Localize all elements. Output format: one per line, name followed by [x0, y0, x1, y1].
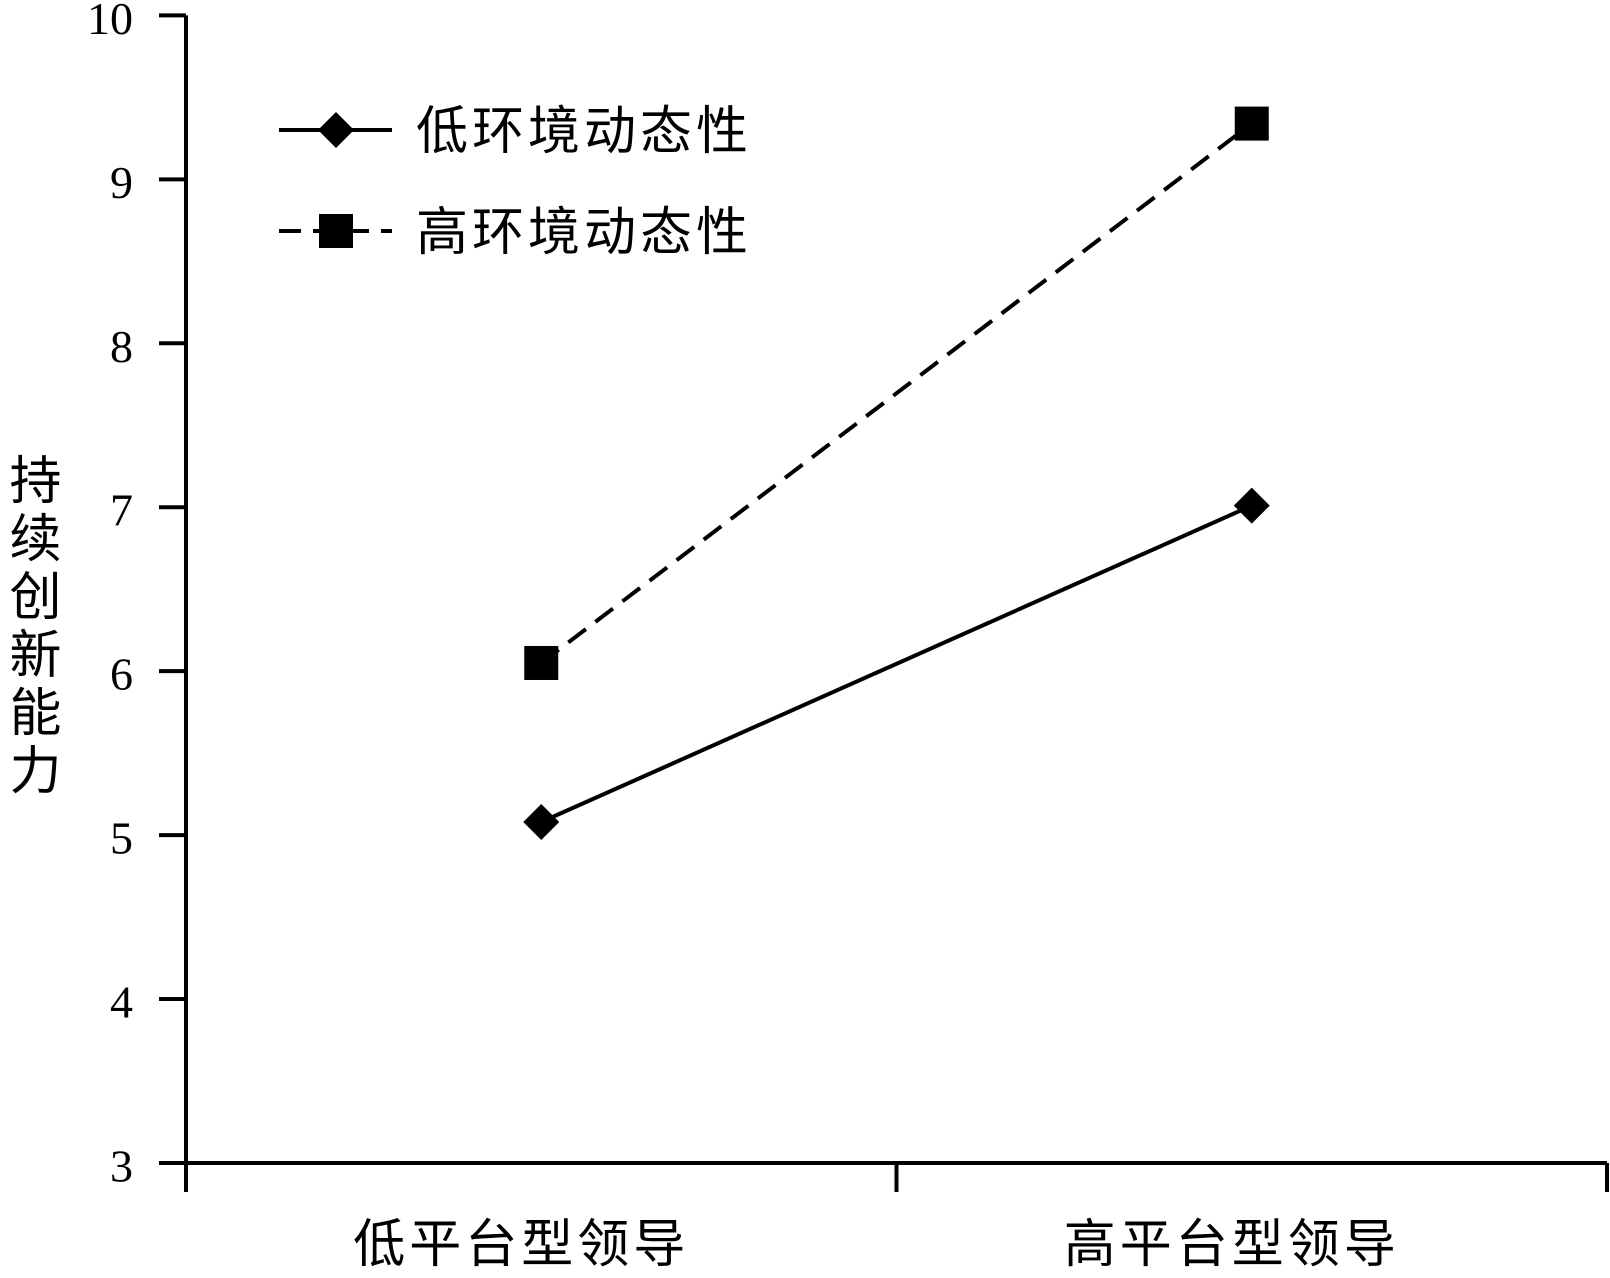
legend-marker-diamond [318, 112, 354, 148]
y-tick-label: 10 [87, 0, 133, 44]
series-line [540, 503, 1253, 824]
y-axis-label: 持续创新能力 [0, 453, 60, 801]
y-tick-label: 4 [110, 977, 133, 1028]
series-layer [523, 106, 1270, 840]
data-point-diamond [1233, 487, 1270, 524]
legend-entry: 高环境动态性 [279, 203, 752, 263]
data-point-square [524, 645, 559, 680]
y-tick-label: 8 [110, 321, 133, 372]
data-point-diamond [523, 803, 560, 840]
y-tick-label: 6 [110, 649, 133, 700]
legend-marker-square [319, 214, 353, 248]
axes: 3 4 5 6 7 8 9 10 低平台型领导 高平台型领导 [87, 0, 1609, 1275]
x-tick-label: 低平台型领导 [353, 1215, 689, 1275]
series-1 [523, 487, 1270, 840]
x-tick-label: 高平台型领导 [1064, 1215, 1400, 1275]
y-tick-label: 3 [110, 1141, 133, 1192]
legend-label: 低环境动态性 [416, 102, 752, 162]
y-tick-label: 9 [110, 157, 133, 208]
legend-entry: 低环境动态性 [279, 102, 752, 162]
series-2 [524, 106, 1269, 680]
data-point-square [1234, 106, 1269, 141]
series-line [540, 122, 1253, 665]
y-tick-label: 5 [110, 813, 133, 864]
legend-label: 高环境动态性 [416, 203, 752, 263]
y-tick-label: 7 [110, 485, 133, 536]
